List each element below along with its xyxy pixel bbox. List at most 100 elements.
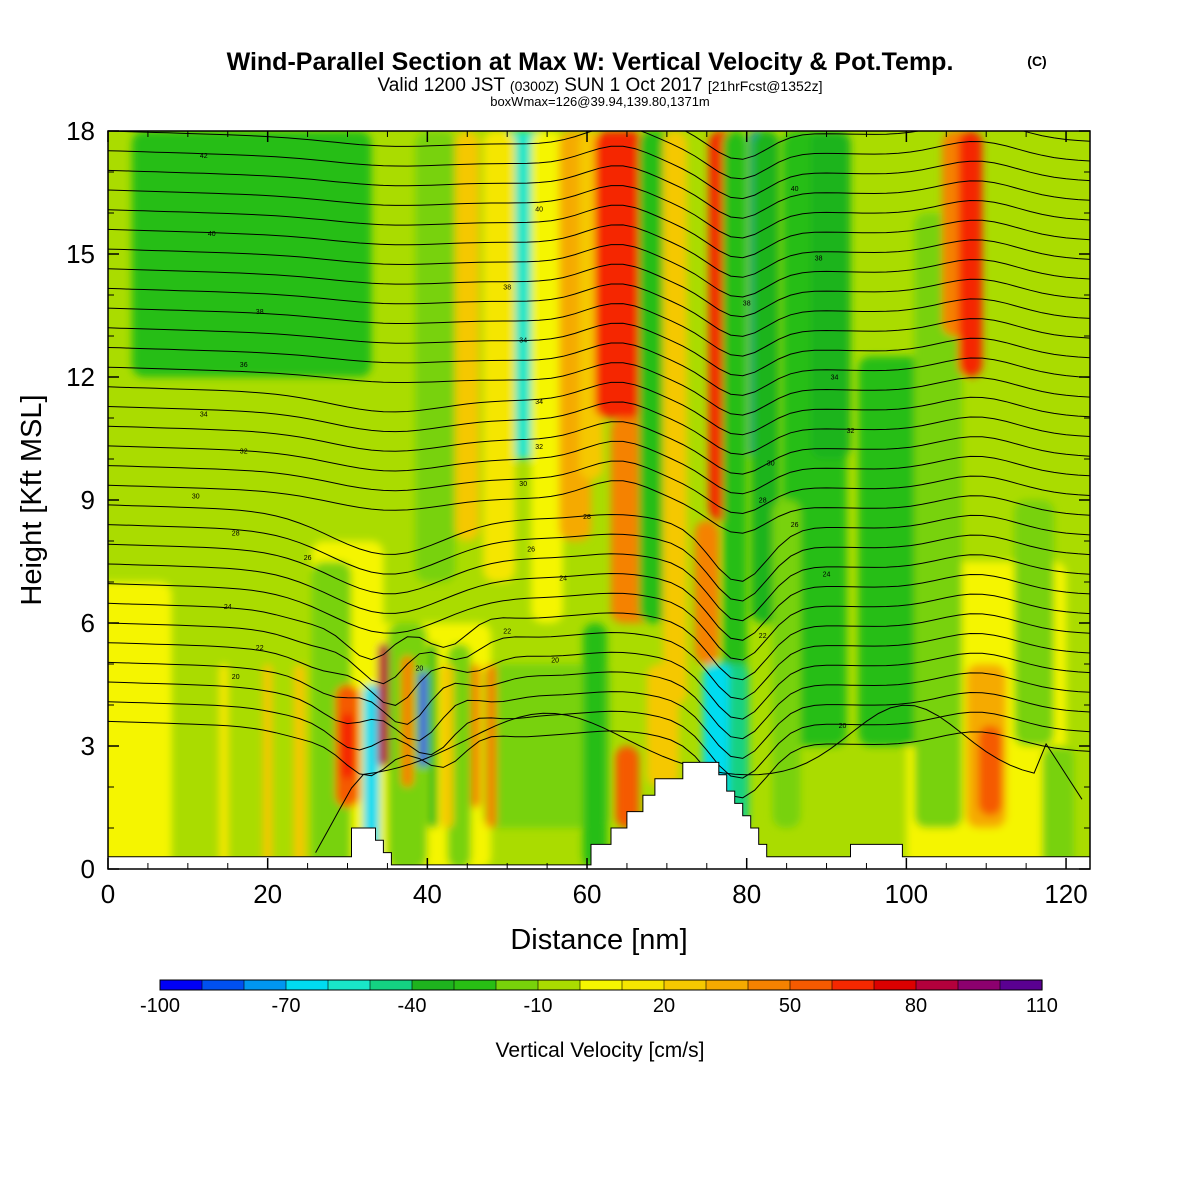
theta-contour-label: 40: [791, 186, 799, 193]
theta-contour-label: 20: [232, 674, 240, 681]
subtitle-date: SUN 1 Oct 2017: [559, 75, 708, 96]
velocity-band: [638, 131, 671, 623]
velocity-band: [401, 655, 414, 787]
y-tick-label: 18: [66, 116, 95, 146]
velocity-band: [293, 664, 306, 869]
colorbar-swatch: [327, 979, 371, 991]
theta-contour-label: 36: [240, 362, 248, 369]
theta-contour-label: 24: [823, 571, 831, 578]
velocity-band: [483, 131, 516, 582]
colorbar: -100 -70 -40 -10 20 50 80 110: [140, 979, 1058, 1017]
velocity-band: [377, 643, 390, 767]
colorbar-label: Vertical Velocity [cm/s]: [496, 1039, 705, 1062]
theta-contour-label: 32: [240, 448, 248, 455]
colorbar-tick-label: -70: [272, 995, 301, 1017]
colorbar-swatch: [705, 979, 749, 991]
velocity-band: [108, 582, 172, 869]
x-tick-label: 80: [732, 879, 761, 909]
colorbar-swatch: [495, 979, 539, 991]
colorbar-swatch: [957, 979, 1001, 991]
x-tick-label: 40: [413, 879, 442, 909]
velocity-band: [455, 131, 480, 541]
theta-contour-label: 40: [535, 206, 543, 213]
plot-area: 20 22 24 26 28 30 32 34 36 38 40 42 40 38 34 34 32 30 28 26…: [108, 131, 1090, 869]
theta-contour-line: [108, 602, 1090, 681]
theta-contour-label: 34: [519, 338, 527, 345]
colorbar-swatch: [579, 979, 623, 991]
theta-contour-line: [108, 440, 1090, 495]
theta-contour-line: [108, 263, 1090, 318]
x-tick-label: 0: [101, 879, 115, 909]
velocity-band: [858, 356, 923, 746]
theta-contour-line: [108, 622, 1090, 700]
terrain-profile: [108, 761, 1090, 869]
theta-contour-label: 20: [551, 657, 559, 664]
velocity-band: [722, 131, 747, 746]
y-tick-label: 3: [81, 731, 95, 761]
theta-contour-label: 26: [791, 522, 799, 529]
theta-contour-label: 24: [224, 604, 232, 611]
subtitle-valid-time: Valid 1200 JST: [378, 75, 510, 96]
colorbar-swatch: [747, 979, 791, 991]
theta-contour-label: 34: [200, 411, 208, 418]
theta-contour-label: 38: [743, 301, 751, 308]
x-tick-label: 120: [1044, 879, 1087, 909]
velocity-band: [483, 664, 611, 828]
theta-contour-line: [108, 504, 1090, 582]
colorbar-swatch: [621, 979, 665, 991]
theta-contour-line: [108, 681, 1090, 759]
colorbar-swatch: [537, 979, 581, 991]
y-tick-label: 0: [81, 854, 95, 884]
theta-contour-label: 20: [839, 723, 847, 730]
velocity-band: [219, 664, 229, 869]
colorbar-swatch: [873, 979, 917, 991]
chart-subtitle-box-wmax: boxWmax=126@39.94,139.80,1371m: [490, 94, 710, 109]
colorbar-swatch: [915, 979, 959, 991]
potential-temperature-labels: 20 22 24 26 28 30 32 34 36 38 40 42 40 38 34 34 32 30 28 26…: [192, 153, 855, 730]
theta-contour-line: [108, 543, 1090, 622]
velocity-band: [978, 725, 1003, 816]
theta-contour-label: 22: [759, 633, 767, 640]
theta-contour-label: 38: [503, 284, 511, 291]
theta-contour-label: 24: [559, 575, 567, 582]
chart-subtitle: Valid 1200 JST (0300Z) SUN 1 Oct 2017 [2…: [378, 75, 823, 96]
colorbar-swatch: [663, 979, 707, 991]
theta-contour-label: 32: [847, 428, 855, 435]
colorbar-swatch: [285, 979, 329, 991]
theta-contour-line: [108, 381, 1090, 436]
theta-contour-line: [108, 145, 1090, 200]
title-copyright-mark: (C): [1027, 53, 1046, 69]
subtitle-forecast: [21hrFcst@1352z]: [708, 78, 823, 94]
colorbar-swatch: [831, 979, 875, 991]
theta-contour-label: 32: [535, 444, 543, 451]
theta-contour-line: [108, 701, 1090, 779]
subtitle-utc-time: (0300Z): [510, 78, 559, 94]
velocity-band: [772, 500, 801, 828]
theta-contour-line: [108, 661, 1090, 740]
theta-contour-label: 42: [200, 153, 208, 160]
theta-contour-label: 34: [535, 399, 543, 406]
colorbar-tick-label: -100: [140, 995, 180, 1017]
velocity-band: [486, 664, 497, 828]
theta-contour-label: 34: [831, 375, 839, 382]
y-tick-label: 15: [66, 239, 95, 269]
theta-contour-label: 40: [208, 231, 216, 238]
theta-contour-label: 30: [767, 461, 775, 468]
colorbar-swatch: [201, 979, 245, 991]
theta-contour-label: 28: [759, 498, 767, 505]
velocity-band: [463, 664, 472, 828]
theta-contour-label: 38: [256, 309, 264, 316]
chart-title: Wind-Parallel Section at Max W: Vertical…: [227, 48, 954, 76]
velocity-band: [583, 623, 607, 869]
theta-contour-line: [108, 322, 1090, 377]
x-tick-label: 60: [573, 879, 602, 909]
theta-contour-label: 20: [416, 666, 424, 673]
x-tick-label: 20: [253, 879, 282, 909]
velocity-band: [441, 664, 454, 828]
theta-contour-line: [108, 524, 1090, 602]
theta-contour-line: [108, 185, 1090, 239]
theta-contour-line: [108, 342, 1090, 396]
velocity-band: [958, 131, 983, 377]
